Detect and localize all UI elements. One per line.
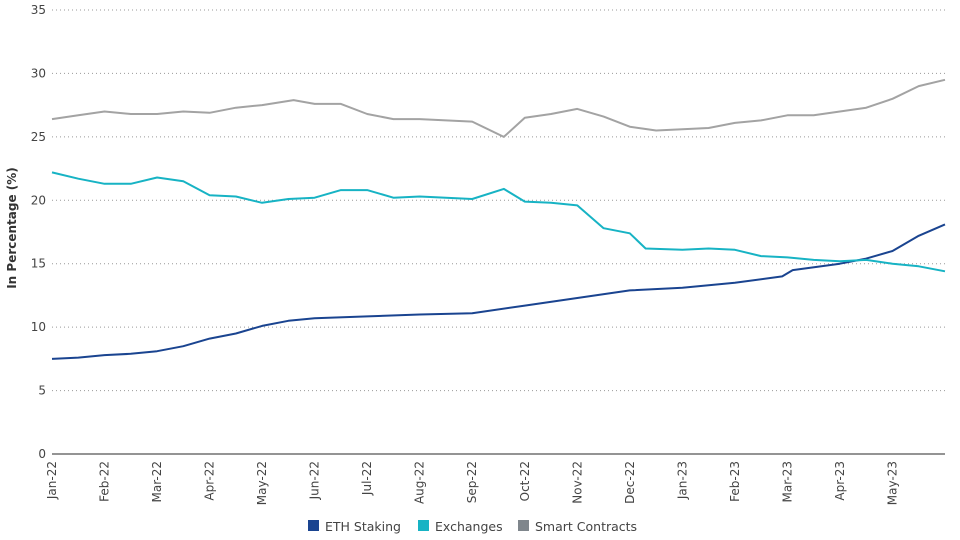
x-tick-label: Oct-22 — [518, 461, 532, 501]
y-tick-label: 25 — [31, 130, 46, 144]
legend-swatch — [518, 520, 529, 531]
legend: ETH Staking Exchanges Smart Contracts — [308, 519, 637, 534]
x-tick-label: Feb-23 — [728, 461, 742, 502]
legend-swatch — [418, 520, 429, 531]
y-tick-label: 30 — [31, 66, 46, 80]
x-tick-label: Jan-23 — [675, 461, 689, 500]
x-tick-label: Nov-22 — [570, 461, 584, 504]
legend-swatch — [308, 520, 319, 531]
x-tick-label: May-22 — [255, 461, 269, 505]
x-tick-label: Feb-22 — [98, 461, 112, 502]
x-tick-label: Jul-22 — [360, 461, 374, 496]
legend-label: Exchanges — [435, 519, 503, 534]
y-tick-label: 20 — [31, 193, 46, 207]
x-tick-label: Jan-22 — [45, 461, 59, 500]
x-tick-label: Jun-22 — [308, 461, 322, 500]
y-tick-label: 35 — [31, 3, 46, 17]
x-tick-label: Apr-23 — [833, 461, 847, 501]
x-tick-label: Sep-22 — [465, 461, 479, 503]
x-tick-label: Mar-23 — [780, 461, 794, 502]
legend-label: Smart Contracts — [535, 519, 637, 534]
x-tick-label: Mar-22 — [150, 461, 164, 502]
y-tick-label: 5 — [38, 384, 46, 398]
x-tick-label: Aug-22 — [413, 461, 427, 504]
y-tick-label: 10 — [31, 320, 46, 334]
y-axis-label: In Percentage (%) — [5, 167, 19, 289]
series-line-smart-contracts — [51, 78, 946, 138]
y-tick-label: 15 — [31, 257, 46, 271]
series-line-exchanges — [51, 171, 946, 273]
x-tick-label: May-23 — [885, 461, 899, 505]
series-line-eth-staking — [51, 223, 946, 360]
legend-label: ETH Staking — [325, 519, 401, 534]
x-tick-label: Dec-22 — [623, 461, 637, 504]
y-tick-label: 0 — [38, 447, 46, 461]
x-tick-label: Apr-22 — [203, 461, 217, 501]
